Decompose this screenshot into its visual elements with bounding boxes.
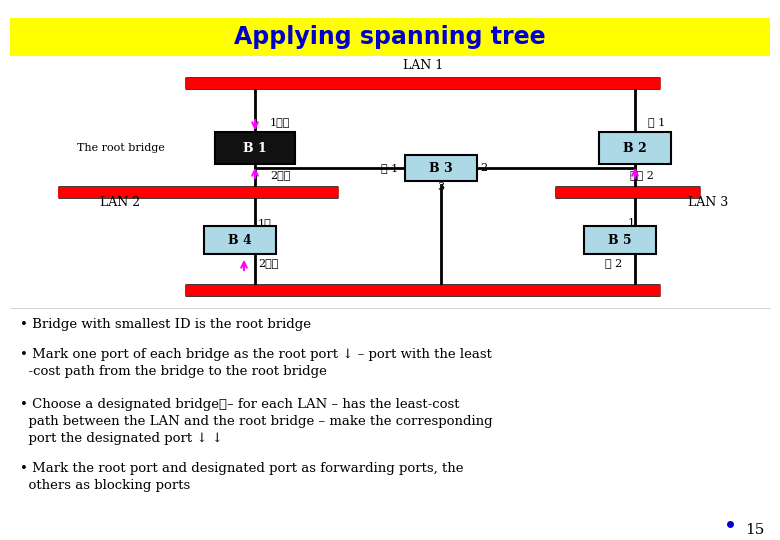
Text: • Mark one port of each bridge as the root port ↓ – port with the least
  -cost : • Mark one port of each bridge as the ro…	[20, 348, 492, 378]
Bar	[204, 226, 276, 254]
Text: 2★★: 2★★	[258, 258, 278, 268]
Text: • Bridge with smallest ID is the root bridge: • Bridge with smallest ID is the root br…	[20, 318, 311, 331]
Bar	[584, 226, 656, 254]
Text: ★★ 2: ★★ 2	[630, 170, 654, 180]
Text: ★ 2: ★ 2	[605, 258, 622, 268]
Text: B 1: B 1	[243, 141, 267, 154]
Text: LAN 1: LAN 1	[403, 59, 443, 72]
Text: 1★: 1★	[258, 218, 271, 228]
Text: B 4: B 4	[228, 233, 252, 246]
Text: • Mark the root port and designated port as forwarding ports, the
  others as bl: • Mark the root port and designated port…	[20, 462, 463, 492]
Text: B 2: B 2	[623, 141, 647, 154]
Text: LAN 3: LAN 3	[688, 195, 728, 208]
Text: LAN 2: LAN 2	[100, 195, 140, 208]
Text: 1: 1	[628, 218, 635, 228]
Text: ★ 1: ★ 1	[648, 117, 665, 127]
Bar	[10, 18, 770, 56]
Bar	[215, 132, 295, 164]
Text: B 3: B 3	[429, 161, 453, 174]
Text: • Choose a designated bridge✖– for each LAN – has the least-cost
  path between : • Choose a designated bridge✖– for each …	[20, 398, 493, 445]
Text: The root bridge: The root bridge	[77, 143, 165, 153]
Text: 15: 15	[746, 523, 764, 537]
Text: Applying spanning tree: Applying spanning tree	[234, 25, 546, 49]
Text: 2: 2	[480, 163, 488, 173]
Text: 1★★: 1★★	[270, 117, 290, 127]
Text: 2★★: 2★★	[270, 170, 290, 180]
Text: B 5: B 5	[608, 233, 632, 246]
Bar	[599, 132, 671, 164]
Text: 3: 3	[438, 182, 445, 192]
Bar	[405, 155, 477, 181]
Text: ★ 1: ★ 1	[381, 163, 398, 173]
